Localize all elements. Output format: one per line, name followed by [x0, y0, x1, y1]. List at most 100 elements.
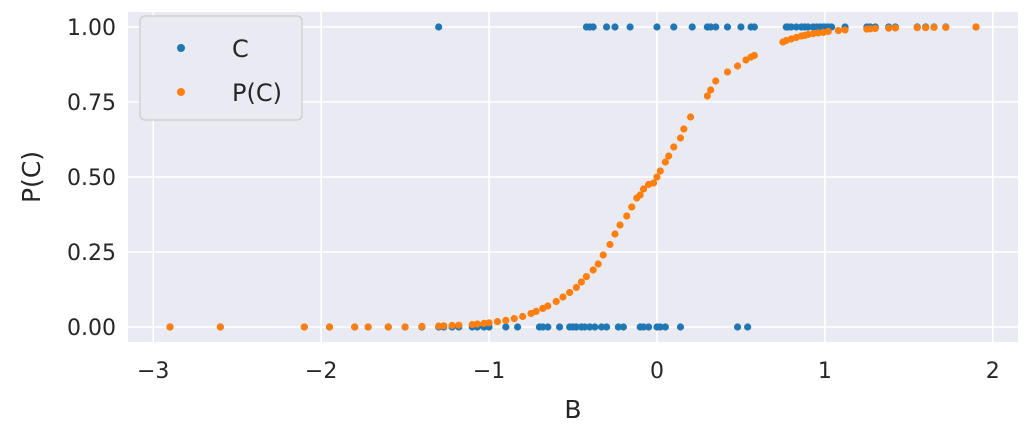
- data-point: [599, 251, 607, 259]
- data-point: [639, 323, 648, 331]
- data-point: [552, 297, 560, 306]
- data-point: [513, 323, 522, 331]
- y-axis-label: P(C): [17, 151, 46, 203]
- data-point: [707, 23, 715, 31]
- data-point: [216, 323, 224, 331]
- data-point: [440, 322, 448, 330]
- data-point: [616, 221, 624, 229]
- data-point: [448, 321, 456, 330]
- x-tick-label: −2: [305, 359, 337, 384]
- x-tick-label: 2: [986, 359, 1000, 384]
- data-point: [930, 23, 938, 31]
- y-tick-label: 0.75: [67, 91, 116, 116]
- data-point: [384, 323, 392, 331]
- data-point: [656, 323, 664, 331]
- data-point: [650, 179, 658, 187]
- data-point: [680, 125, 688, 133]
- data-point: [750, 23, 758, 31]
- legend-marker: [177, 44, 185, 52]
- data-point: [804, 23, 812, 31]
- data-point: [942, 23, 950, 31]
- data-point: [653, 173, 661, 181]
- data-point: [712, 23, 720, 31]
- data-point: [972, 23, 980, 31]
- data-point: [566, 288, 574, 297]
- legend-marker: [177, 88, 185, 96]
- data-point: [325, 323, 334, 331]
- data-point: [628, 203, 636, 211]
- data-point: [670, 23, 678, 31]
- data-point: [670, 143, 678, 151]
- legend: C P(C): [139, 15, 303, 121]
- data-point: [661, 158, 669, 166]
- y-tick-label: 1.00: [67, 16, 116, 41]
- data-point: [532, 307, 540, 315]
- data-point: [364, 323, 372, 331]
- data-point: [653, 23, 661, 31]
- data-point: [602, 323, 611, 331]
- x-tick-label: −3: [137, 359, 169, 384]
- data-point: [913, 24, 921, 32]
- data-point: [572, 323, 580, 331]
- data-point: [586, 323, 594, 331]
- data-point: [351, 323, 359, 331]
- data-point: [824, 27, 832, 36]
- data-point: [676, 134, 685, 142]
- data-point: [703, 92, 711, 100]
- data-point: [589, 23, 597, 31]
- x-axis-label: B: [564, 395, 581, 424]
- data-point: [539, 323, 547, 331]
- data-point: [485, 319, 493, 327]
- tick-labels: −3 −2 −1 0 1 2 0.00 0.25 0.50 0.75 1.00: [67, 16, 1000, 384]
- data-point: [619, 323, 627, 331]
- data-point: [589, 266, 597, 274]
- data-point: [300, 323, 308, 331]
- data-point: [611, 230, 619, 238]
- data-point: [665, 152, 673, 160]
- data-point: [688, 23, 696, 31]
- series-p-c: [166, 23, 980, 331]
- data-point: [582, 273, 591, 281]
- data-point: [581, 323, 589, 331]
- data-point: [623, 212, 631, 220]
- data-point: [891, 24, 900, 32]
- data-point: [733, 323, 742, 331]
- data-point: [614, 323, 622, 331]
- data-point: [885, 24, 893, 32]
- data-point: [737, 23, 745, 31]
- x-tick-label: −1: [473, 359, 505, 384]
- data-point: [636, 191, 644, 199]
- x-tick-label: 1: [818, 359, 832, 384]
- data-point: [750, 51, 758, 60]
- data-point: [418, 322, 426, 330]
- data-point: [455, 321, 463, 329]
- data-point: [519, 312, 527, 321]
- data-point: [841, 26, 849, 34]
- data-point: [401, 323, 409, 331]
- data-point: [787, 23, 795, 31]
- legend-label: C: [232, 35, 249, 63]
- data-point: [723, 68, 732, 76]
- data-point: [602, 23, 611, 31]
- data-point: [502, 323, 510, 331]
- data-point: [577, 278, 585, 286]
- data-point: [597, 323, 606, 331]
- data-point: [510, 315, 518, 323]
- data-point: [871, 24, 879, 33]
- data-point: [639, 185, 648, 193]
- y-tick-label: 0.00: [67, 316, 116, 341]
- data-point: [166, 323, 174, 331]
- data-point: [544, 302, 552, 310]
- legend-label: P(C): [232, 79, 282, 107]
- x-tick-label: 0: [650, 359, 664, 384]
- data-point: [661, 323, 669, 331]
- data-point: [744, 323, 752, 331]
- data-point: [502, 316, 510, 324]
- data-point: [559, 293, 567, 301]
- y-tick-label: 0.50: [67, 166, 116, 191]
- data-point: [922, 24, 930, 32]
- data-point: [594, 260, 602, 268]
- data-point: [707, 86, 715, 94]
- data-point: [591, 323, 599, 331]
